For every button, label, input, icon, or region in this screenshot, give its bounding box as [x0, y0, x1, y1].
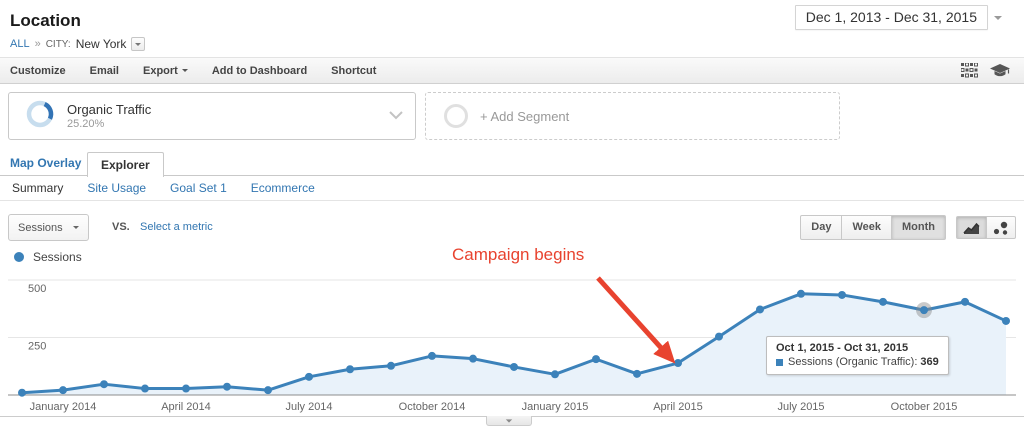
- granularity-week-button[interactable]: Week: [841, 215, 893, 240]
- segment-name: Organic Traffic: [67, 102, 152, 117]
- chevron-down-icon: [505, 418, 513, 423]
- chart-tooltip: Oct 1, 2015 - Oct 31, 2015 Sessions (Org…: [766, 336, 949, 375]
- svg-text:July 2014: July 2014: [285, 401, 332, 413]
- tooltip-value: 369: [920, 356, 939, 368]
- motion-chart-type-button[interactable]: [986, 216, 1016, 239]
- chevron-down-icon: [181, 69, 188, 72]
- sessions-legend-dot-icon: [14, 252, 24, 262]
- chevron-down-icon: [135, 42, 142, 46]
- page-title: Location: [10, 11, 81, 30]
- chevron-down-icon: [994, 15, 1002, 20]
- subtab-summary[interactable]: Summary: [12, 181, 64, 195]
- segment-section: Organic Traffic 25.20% + Add Segment: [0, 84, 1024, 150]
- select-a-metric-link[interactable]: Select a metric: [140, 221, 213, 233]
- segment-donut-icon: [25, 99, 55, 134]
- sessions-legend-label: Sessions: [33, 250, 82, 264]
- svg-text:January 2015: January 2015: [522, 401, 589, 413]
- svg-text:500: 500: [28, 283, 46, 295]
- breadcrumb-all-link[interactable]: ALL: [10, 38, 30, 50]
- report-subtabs: Summary Site Usage Goal Set 1 Ecommerce: [0, 176, 1024, 201]
- granularity-button-group: Day Week Month: [800, 215, 946, 240]
- segment-text: Organic Traffic 25.20%: [67, 102, 151, 130]
- subtab-ecommerce[interactable]: Ecommerce: [250, 181, 315, 195]
- add-segment-label: + Add Segment: [480, 108, 570, 124]
- active-segment-card[interactable]: Organic Traffic 25.20%: [8, 92, 416, 140]
- tab-explorer[interactable]: Explorer: [87, 152, 164, 177]
- subtab-site-usage[interactable]: Site Usage: [87, 181, 147, 195]
- line-chart-type-button[interactable]: [956, 216, 987, 239]
- chevron-down-icon[interactable]: [389, 107, 403, 125]
- tooltip-series-row: Sessions (Organic Traffic): 369: [776, 356, 939, 368]
- line-chart-icon: [963, 222, 980, 234]
- add-to-dashboard-button[interactable]: Add to Dashboard: [211, 64, 308, 77]
- motion-chart-icon: [993, 221, 1008, 235]
- add-segment-button[interactable]: + Add Segment: [425, 92, 840, 140]
- breadcrumb-city-value: New York: [75, 37, 127, 51]
- metric-selector-dropdown[interactable]: Sessions: [8, 214, 89, 241]
- series-square-icon: [776, 358, 783, 366]
- campaign-annotation-text: Campaign begins: [452, 245, 585, 264]
- add-segment-circle-icon: [444, 104, 468, 128]
- report-toolbar: Customize Email Export Add to Dashboard …: [0, 57, 1024, 84]
- export-menu-button[interactable]: Export: [143, 65, 188, 77]
- toolbar-right-icons: [961, 63, 1010, 78]
- chevron-down-icon: [72, 226, 79, 229]
- export-label: Export: [142, 64, 178, 77]
- vs-label: VS.: [112, 221, 130, 233]
- svg-text:April 2014: April 2014: [161, 401, 211, 413]
- granularity-and-charttype: Day Week Month: [800, 215, 1016, 240]
- svg-text:July 2015: July 2015: [777, 401, 824, 413]
- tooltip-series-label: Sessions (Organic Traffic):: [788, 356, 918, 368]
- chart-controls: Sessions VS. Select a metric Day Week Mo…: [0, 201, 1024, 248]
- subtab-goal-set-1[interactable]: Goal Set 1: [170, 181, 227, 195]
- grid-icon[interactable]: [961, 63, 978, 78]
- customize-button[interactable]: Customize: [10, 64, 66, 77]
- breadcrumb-dropdown-button[interactable]: [131, 37, 146, 51]
- svg-text:January 2014: January 2014: [30, 401, 97, 413]
- tooltip-date-range: Oct 1, 2015 - Oct 31, 2015: [776, 342, 909, 354]
- view-tabs: Map Overlay Explorer: [0, 150, 1024, 177]
- breadcrumb-separator: »: [34, 38, 41, 50]
- shortcut-button[interactable]: Shortcut: [331, 64, 377, 77]
- segment-percent: 25.20%: [67, 118, 105, 130]
- chart-type-button-group: [956, 216, 1016, 239]
- svg-text:250: 250: [28, 341, 46, 353]
- metric-selector-value: Sessions: [18, 221, 63, 234]
- annotations-drawer-handle[interactable]: [486, 416, 532, 426]
- breadcrumb-dimension-label: CITY:: [45, 38, 71, 50]
- graduation-cap-icon[interactable]: [990, 63, 1010, 78]
- breadcrumb: ALL » CITY: New York: [10, 37, 146, 51]
- date-range-selector[interactable]: Dec 1, 2013 - Dec 31, 2015: [794, 5, 1002, 30]
- svg-text:October 2015: October 2015: [891, 401, 958, 413]
- svg-text:April 2015: April 2015: [653, 401, 703, 413]
- date-range-value[interactable]: Dec 1, 2013 - Dec 31, 2015: [794, 5, 988, 30]
- granularity-month-button[interactable]: Month: [891, 215, 946, 240]
- email-button[interactable]: Email: [89, 64, 119, 77]
- chart-legend: Sessions: [14, 250, 82, 264]
- granularity-day-button[interactable]: Day: [800, 215, 843, 240]
- tab-map-overlay[interactable]: Map Overlay: [10, 156, 82, 170]
- svg-text:October 2014: October 2014: [399, 401, 466, 413]
